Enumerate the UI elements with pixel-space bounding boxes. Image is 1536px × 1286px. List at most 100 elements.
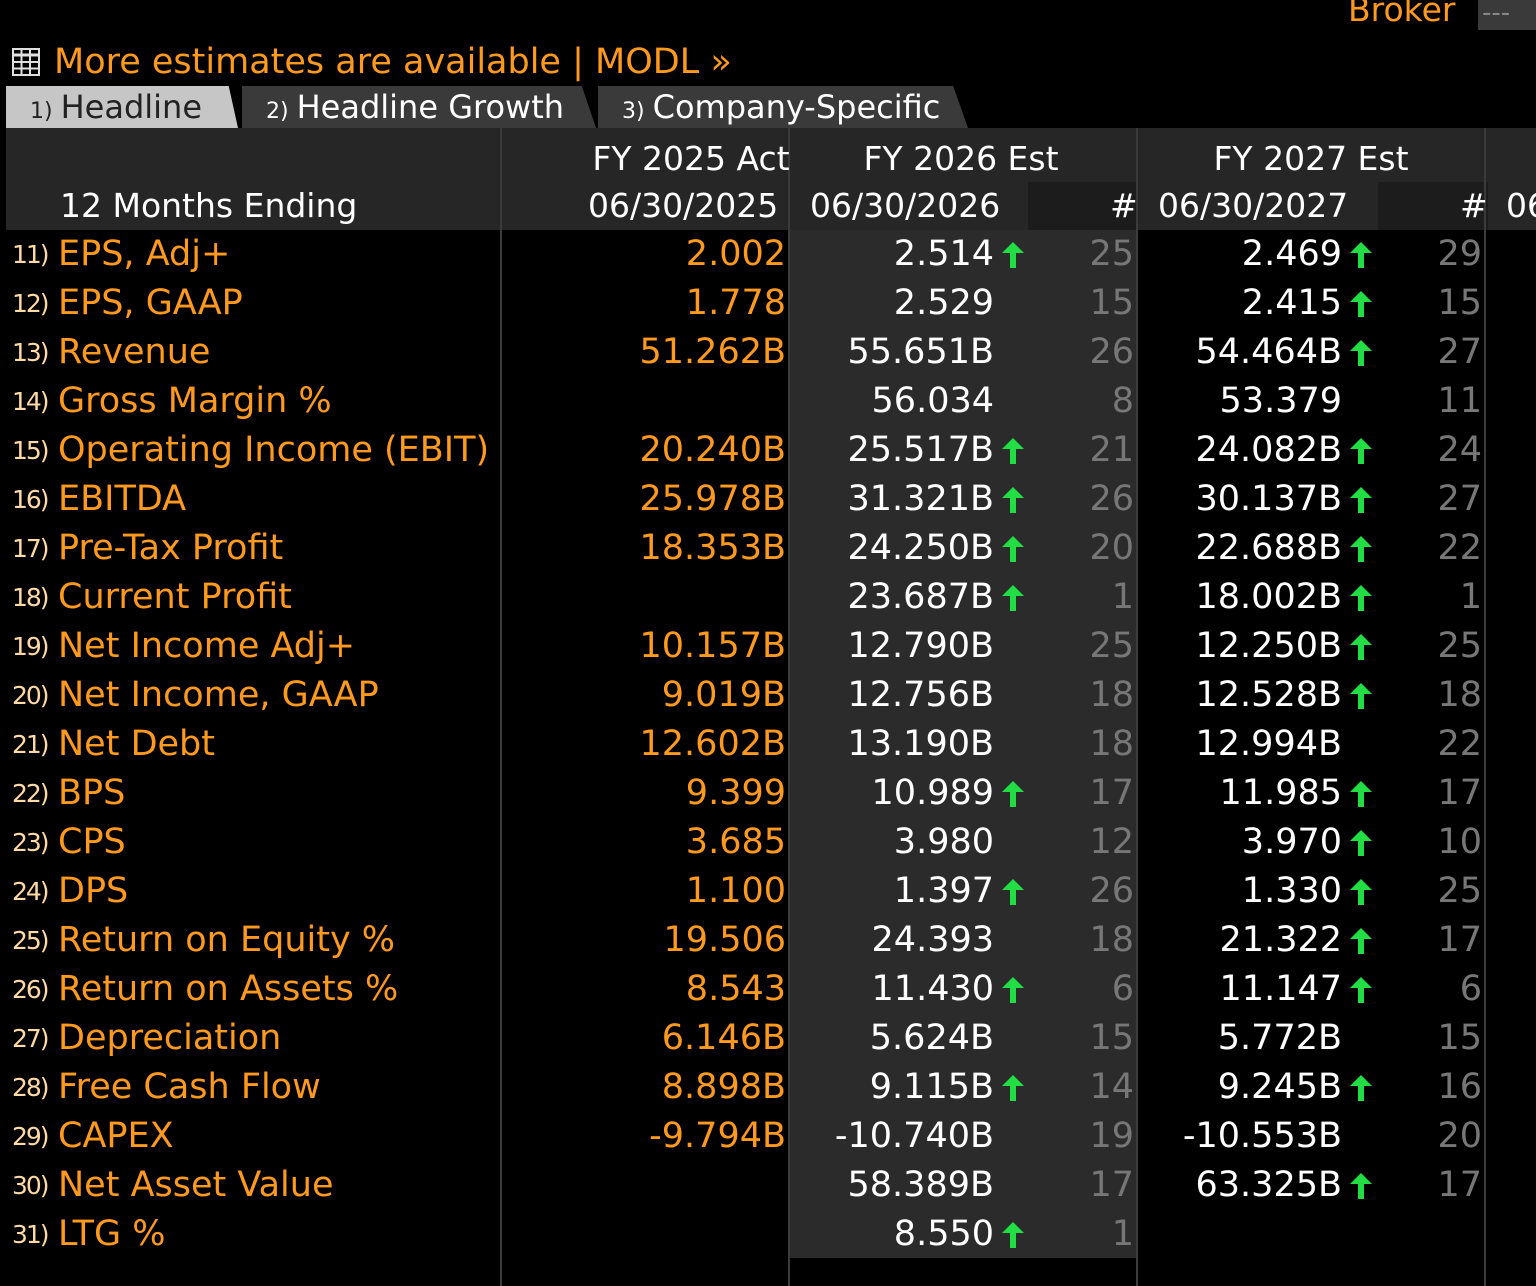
actual-value-fy2025[interactable]: 2.002 <box>685 234 786 274</box>
estimate-count-fy2026[interactable]: 8 <box>1111 381 1134 421</box>
estimate-count-fy2027[interactable]: 24 <box>1437 430 1482 470</box>
estimate-value-fy2026[interactable]: 10.989 <box>871 773 994 813</box>
row-label[interactable]: Net Income Adj+ <box>58 626 356 666</box>
estimate-count-fy2026[interactable]: 21 <box>1089 430 1134 470</box>
actual-value-fy2025[interactable]: 20.240B <box>639 430 786 470</box>
estimate-value-fy2026[interactable]: 25.517B <box>847 430 994 470</box>
estimate-value-fy2026[interactable]: 23.687B <box>847 577 994 617</box>
row-label[interactable]: EBITDA <box>58 479 187 519</box>
estimate-count-fy2027[interactable]: 22 <box>1437 528 1482 568</box>
estimate-value-fy2027[interactable]: 9.245B <box>1217 1067 1342 1107</box>
estimate-value-fy2027[interactable]: 22.688B <box>1195 528 1342 568</box>
table-row[interactable]: 29) CAPEX -9.794B -10.740B 19 -10.553B 20 <box>6 1112 1536 1161</box>
estimate-count-fy2026[interactable]: 17 <box>1089 773 1134 813</box>
estimate-count-fy2027[interactable]: 17 <box>1437 920 1482 960</box>
actual-value-fy2025[interactable]: 12.602B <box>639 724 786 764</box>
estimate-count-fy2026[interactable]: 1 <box>1111 1214 1134 1254</box>
estimate-count-fy2027[interactable]: 22 <box>1437 724 1482 764</box>
estimate-count-fy2027[interactable]: 15 <box>1437 283 1482 323</box>
actual-value-fy2025[interactable]: -9.794B <box>649 1116 786 1156</box>
table-row[interactable]: 28) Free Cash Flow 8.898B 9.115B 14 9.245B 16 <box>6 1063 1536 1112</box>
estimate-value-fy2027[interactable]: 12.994B <box>1195 724 1342 764</box>
actual-value-fy2025[interactable]: 8.543 <box>685 969 786 1009</box>
estimate-count-fy2027[interactable]: 6 <box>1459 969 1482 1009</box>
actual-value-fy2025[interactable]: 8.898B <box>661 1067 786 1107</box>
estimate-count-fy2026[interactable]: 25 <box>1089 626 1134 666</box>
estimate-count-fy2027[interactable]: 29 <box>1437 234 1482 274</box>
estimate-count-fy2027[interactable]: 10 <box>1437 822 1482 862</box>
estimate-value-fy2026[interactable]: 12.790B <box>847 626 994 666</box>
estimate-count-fy2026[interactable]: 1 <box>1111 577 1134 617</box>
estimate-value-fy2027[interactable]: 5.772B <box>1217 1018 1342 1058</box>
table-row[interactable]: 26) Return on Assets % 8.543 11.430 6 11.147 6 <box>6 965 1536 1014</box>
actual-value-fy2025[interactable]: 3.685 <box>685 822 786 862</box>
estimate-count-fy2026[interactable]: 26 <box>1089 479 1134 519</box>
actual-value-fy2025[interactable]: 1.778 <box>685 283 786 323</box>
estimate-value-fy2027[interactable]: 11.147 <box>1219 969 1342 1009</box>
estimate-count-fy2026[interactable]: 17 <box>1089 1165 1134 1205</box>
estimate-value-fy2027[interactable]: 18.002B <box>1195 577 1342 617</box>
estimate-value-fy2026[interactable]: 58.389B <box>847 1165 994 1205</box>
estimate-count-fy2026[interactable]: 18 <box>1089 675 1134 715</box>
estimate-value-fy2026[interactable]: 9.115B <box>869 1067 994 1107</box>
actual-value-fy2025[interactable]: 10.157B <box>639 626 786 666</box>
estimate-count-fy2026[interactable]: 19 <box>1089 1116 1134 1156</box>
table-row[interactable]: 11) EPS, Adj+ 2.002 2.514 25 2.469 29 <box>6 230 1536 279</box>
estimate-count-fy2026[interactable]: 12 <box>1089 822 1134 862</box>
broker-field[interactable]: --- <box>1478 0 1536 30</box>
estimate-value-fy2026[interactable]: 2.529 <box>893 283 994 323</box>
row-label[interactable]: Pre-Tax Profit <box>58 528 284 568</box>
estimate-value-fy2026[interactable]: -10.740B <box>834 1116 994 1156</box>
estimate-value-fy2027[interactable]: 53.379 <box>1219 381 1342 421</box>
tab-headline[interactable]: 1) Headline <box>6 86 238 128</box>
table-row[interactable]: 22) BPS 9.399 10.989 17 11.985 17 <box>6 769 1536 818</box>
row-label[interactable]: Operating Income (EBIT) <box>58 430 490 470</box>
estimate-count-fy2026[interactable]: 26 <box>1089 871 1134 911</box>
estimate-value-fy2026[interactable]: 12.756B <box>847 675 994 715</box>
estimate-count-fy2027[interactable]: 27 <box>1437 479 1482 519</box>
estimate-value-fy2026[interactable]: 24.250B <box>847 528 994 568</box>
actual-value-fy2025[interactable]: 1.100 <box>685 871 786 911</box>
actual-value-fy2025[interactable]: 9.019B <box>661 675 786 715</box>
estimate-value-fy2027[interactable]: 11.985 <box>1219 773 1342 813</box>
estimate-value-fy2026[interactable]: 3.980 <box>893 822 994 862</box>
estimate-count-fy2027[interactable]: 18 <box>1437 675 1482 715</box>
row-label[interactable]: Free Cash Flow <box>58 1067 321 1107</box>
row-label[interactable]: Revenue <box>58 332 211 372</box>
table-row[interactable]: 24) DPS 1.100 1.397 26 1.330 25 <box>6 867 1536 916</box>
estimate-count-fy2026[interactable]: 18 <box>1089 724 1134 764</box>
tab-headline-growth[interactable]: 2) Headline Growth <box>242 86 596 128</box>
table-row[interactable]: 13) Revenue 51.262B 55.651B 26 54.464B 27 <box>6 328 1536 377</box>
row-label[interactable]: Net Debt <box>58 724 215 764</box>
estimate-value-fy2026[interactable]: 13.190B <box>847 724 994 764</box>
row-label[interactable]: Return on Equity % <box>58 920 396 960</box>
estimate-value-fy2027[interactable]: 63.325B <box>1195 1165 1342 1205</box>
row-label[interactable]: Return on Assets % <box>58 969 399 1009</box>
table-row[interactable]: 30) Net Asset Value 58.389B 17 63.325B 17 <box>6 1161 1536 1210</box>
estimate-value-fy2027[interactable]: 12.528B <box>1195 675 1342 715</box>
estimate-value-fy2027[interactable]: 24.082B <box>1195 430 1342 470</box>
actual-value-fy2025[interactable]: 6.146B <box>661 1018 786 1058</box>
table-row[interactable]: 27) Depreciation 6.146B 5.624B 15 5.772B 15 <box>6 1014 1536 1063</box>
table-row[interactable]: 16) EBITDA 25.978B 31.321B 26 30.137B 27 <box>6 475 1536 524</box>
estimate-value-fy2027[interactable]: 2.415 <box>1241 283 1342 323</box>
row-label[interactable]: DPS <box>58 871 129 911</box>
estimate-count-fy2026[interactable]: 25 <box>1089 234 1134 274</box>
table-row[interactable]: 17) Pre-Tax Profit 18.353B 24.250B 20 22.688B… <box>6 524 1536 573</box>
row-label[interactable]: BPS <box>58 773 126 813</box>
estimate-count-fy2027[interactable]: 20 <box>1437 1116 1482 1156</box>
more-estimates-banner[interactable]: More estimates are available | MODL » <box>12 40 732 84</box>
estimate-value-fy2026[interactable]: 11.430 <box>871 969 994 1009</box>
row-label[interactable]: EPS, Adj+ <box>58 234 231 274</box>
estimate-count-fy2026[interactable]: 15 <box>1089 1018 1134 1058</box>
actual-value-fy2025[interactable]: 25.978B <box>639 479 786 519</box>
estimate-value-fy2026[interactable]: 31.321B <box>847 479 994 519</box>
estimate-value-fy2026[interactable]: 2.514 <box>893 234 994 274</box>
row-label[interactable]: CAPEX <box>58 1116 174 1156</box>
table-row[interactable]: 12) EPS, GAAP 1.778 2.529 15 2.415 15 <box>6 279 1536 328</box>
table-row[interactable]: 19) Net Income Adj+ 10.157B 12.790B 25 12.250… <box>6 622 1536 671</box>
estimate-count-fy2027[interactable]: 17 <box>1437 773 1482 813</box>
row-label[interactable]: LTG % <box>58 1214 166 1254</box>
row-label[interactable]: EPS, GAAP <box>58 283 243 323</box>
estimate-value-fy2026[interactable]: 24.393 <box>871 920 994 960</box>
